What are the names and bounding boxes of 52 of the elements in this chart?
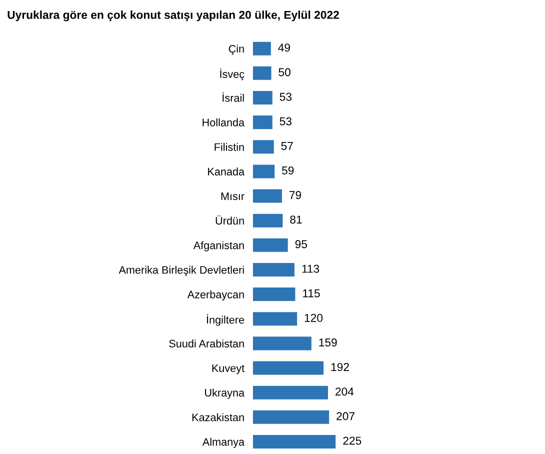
y-tick-label: Hollanda <box>202 118 245 126</box>
data-label: 120 <box>304 314 323 322</box>
data-label: 53 <box>280 117 292 126</box>
data-label: 79 <box>289 191 302 200</box>
y-tick-label: Almanya <box>202 438 245 448</box>
data-label: 115 <box>303 289 320 298</box>
data-label: 50 <box>278 68 290 76</box>
data-label: 95 <box>295 240 307 248</box>
bar <box>252 262 294 276</box>
bar <box>252 410 330 424</box>
bar <box>252 312 298 326</box>
y-tick-label: Mısır <box>221 192 244 200</box>
y-tick-label: İsveç <box>220 68 244 80</box>
y-tick-label: Ukrayna <box>205 388 245 399</box>
data-label: 207 <box>336 412 354 420</box>
y-tick-label: Kuveyt <box>212 364 244 374</box>
data-label: 57 <box>281 142 293 150</box>
data-label: 49 <box>278 44 290 52</box>
bar <box>252 288 296 302</box>
y-tick-label: İsrail <box>222 92 244 102</box>
bar <box>252 189 282 203</box>
y-tick-label: Azerbaycan <box>187 290 244 300</box>
bar <box>252 42 271 56</box>
data-label: 204 <box>336 388 354 396</box>
bar <box>252 116 272 130</box>
data-label: 192 <box>331 363 349 372</box>
y-tick-label: Kanada <box>208 168 245 176</box>
y-tick-label: Suudi Arabistan <box>169 340 244 348</box>
data-label: 59 <box>282 166 294 175</box>
bar <box>252 164 275 178</box>
y-tick-label: Kazakistan <box>192 413 244 422</box>
y-tick-label: Amerika Birleşik Devletleri <box>118 266 244 276</box>
chart-title: Uyruklara göre en çok konut satışı yapılan 20 ülke, Eylül 2022 <box>8 10 339 22</box>
bar <box>252 386 328 400</box>
y-tick-label: Ürdün <box>216 215 244 225</box>
data-label: 53 <box>280 92 292 101</box>
bar <box>252 214 283 228</box>
y-tick-label: İngiltere <box>207 314 244 326</box>
bar <box>252 66 272 80</box>
bar <box>252 90 272 104</box>
bar <box>252 361 324 375</box>
data-label: 81 <box>290 216 302 224</box>
bar <box>252 434 336 448</box>
bar <box>252 336 312 350</box>
y-tick-label: Afganistan <box>193 241 244 252</box>
data-label: 225 <box>343 436 362 445</box>
y-tick-label: Çin <box>228 44 244 55</box>
bar <box>252 238 288 252</box>
y-tick-label: Filistin <box>214 142 244 151</box>
data-label: 113 <box>302 264 320 273</box>
data-label: 159 <box>319 338 337 346</box>
bar <box>252 140 274 154</box>
